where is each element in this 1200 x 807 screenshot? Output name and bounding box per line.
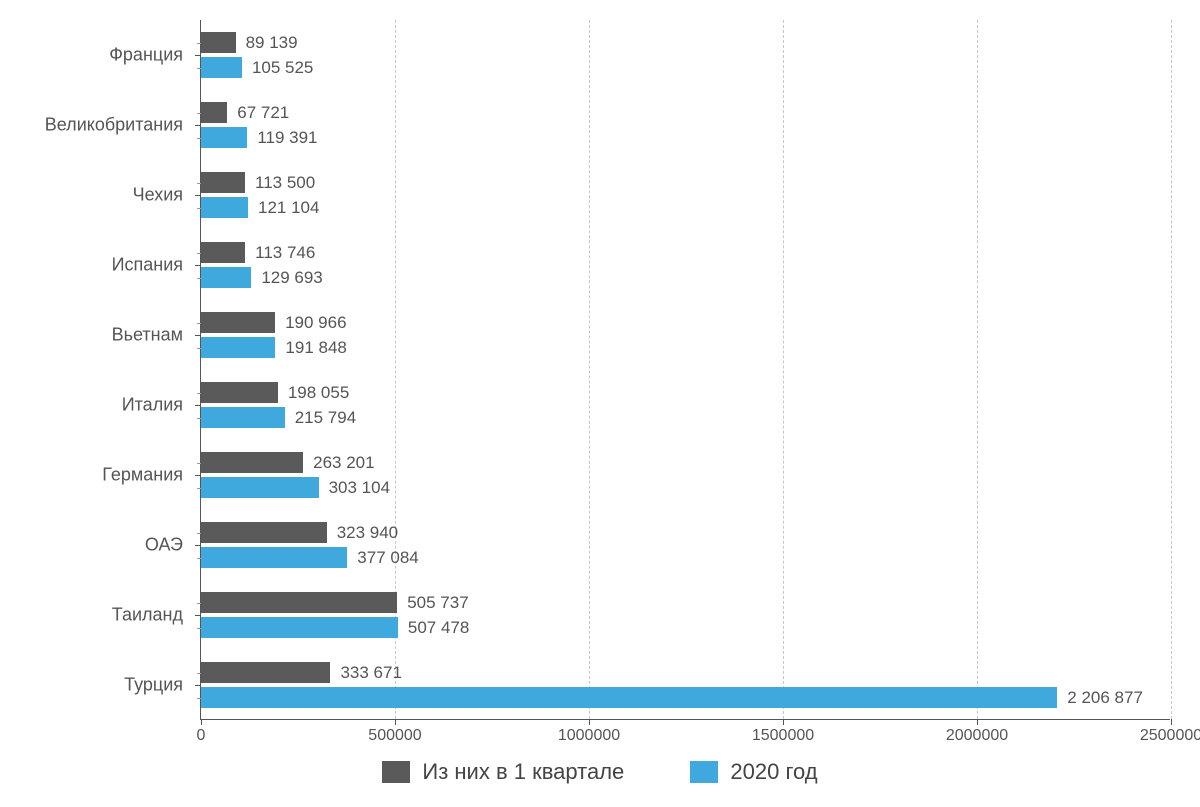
bar-value-label: 507 478 [408,617,469,638]
category-group: Чехия113 500121 104 [201,160,1170,230]
category-group: Италия198 055215 794 [201,370,1170,440]
bar-q1 [201,592,397,613]
category-label: Великобритания [1,115,191,136]
bar-2020 [201,267,251,288]
legend-swatch-q1 [382,761,410,783]
bar-value-label: 505 737 [407,592,468,613]
bar-q1 [201,382,278,403]
bar-2020 [201,477,319,498]
legend-label-2020: 2020 год [730,759,817,785]
bar-2020 [201,407,285,428]
category-label: Чехия [1,185,191,206]
bar-value-label: 198 055 [288,382,349,403]
y-tick-major [195,335,201,336]
bar-value-label: 215 794 [295,407,356,428]
category-group: ОАЭ323 940377 084 [201,510,1170,580]
bar-value-label: 333 671 [340,662,401,683]
bar-value-label: 121 104 [258,197,319,218]
bar-value-label: 113 746 [255,242,315,263]
bar-2020 [201,337,275,358]
bar-value-label: 113 500 [255,172,315,193]
x-axis-label: 500000 [368,727,421,745]
category-group: Германия263 201303 104 [201,440,1170,510]
bar-value-label: 303 104 [329,477,390,498]
x-axis-label: 0 [197,727,206,745]
y-tick-major [195,195,201,196]
x-axis-label: 2000000 [946,727,1008,745]
y-tick-major [195,55,201,56]
bar-value-label: 190 966 [285,312,346,333]
category-label: Турция [1,675,191,696]
bar-q1 [201,102,227,123]
legend: Из них в 1 квартале 2020 год [0,759,1200,789]
bar-value-label: 67 721 [237,102,289,123]
y-tick-major [195,405,201,406]
category-group: Испания113 746129 693 [201,230,1170,300]
x-axis-label: 1000000 [558,727,620,745]
bar-q1 [201,312,275,333]
plot-area: 05000001000000150000020000002500000Франц… [200,20,1170,720]
bar-q1 [201,32,236,53]
bar-q1 [201,242,245,263]
x-axis-label: 1500000 [752,727,814,745]
legend-swatch-2020 [690,761,718,783]
category-label: Испания [1,255,191,276]
bar-value-label: 105 525 [252,57,313,78]
bar-q1 [201,452,303,473]
category-group: Таиланд505 737507 478 [201,580,1170,650]
bar-2020 [201,127,247,148]
bar-q1 [201,522,327,543]
y-tick-major [195,685,201,686]
category-label: Франция [1,45,191,66]
category-label: ОАЭ [1,535,191,556]
category-group: Франция89 139105 525 [201,20,1170,90]
bar-value-label: 191 848 [285,337,346,358]
x-tick [1171,719,1172,725]
y-tick-major [195,475,201,476]
bar-2020 [201,57,242,78]
x-axis-label: 2500000 [1140,727,1200,745]
legend-item-2020: 2020 год [690,759,817,785]
legend-label-q1: Из них в 1 квартале [422,759,624,785]
bar-value-label: 89 139 [246,32,298,53]
bar-2020 [201,617,398,638]
category-label: Таиланд [1,605,191,626]
bar-2020 [201,687,1057,708]
category-label: Вьетнам [1,325,191,346]
bar-q1 [201,172,245,193]
category-group: Турция333 6712 206 877 [201,650,1170,720]
category-group: Вьетнам190 966191 848 [201,300,1170,370]
bar-value-label: 263 201 [313,452,374,473]
bar-value-label: 119 391 [257,127,317,148]
gridline [1171,20,1172,719]
chart-container: 0 500000 1000000 1500000 2000000 2500000 Франц… [0,0,1200,807]
y-tick-major [195,615,201,616]
category-label: Германия [1,465,191,486]
y-tick-major [195,265,201,266]
bar-q1 [201,662,330,683]
bar-value-label: 377 084 [357,547,418,568]
y-tick-major [195,545,201,546]
legend-item-q1: Из них в 1 квартале [382,759,624,785]
bar-value-label: 323 940 [337,522,398,543]
bar-2020 [201,547,347,568]
bar-value-label: 129 693 [261,267,322,288]
category-group: Великобритания67 721119 391 [201,90,1170,160]
y-tick-major [195,125,201,126]
category-label: Италия [1,395,191,416]
bar-2020 [201,197,248,218]
bar-value-label: 2 206 877 [1067,687,1143,708]
